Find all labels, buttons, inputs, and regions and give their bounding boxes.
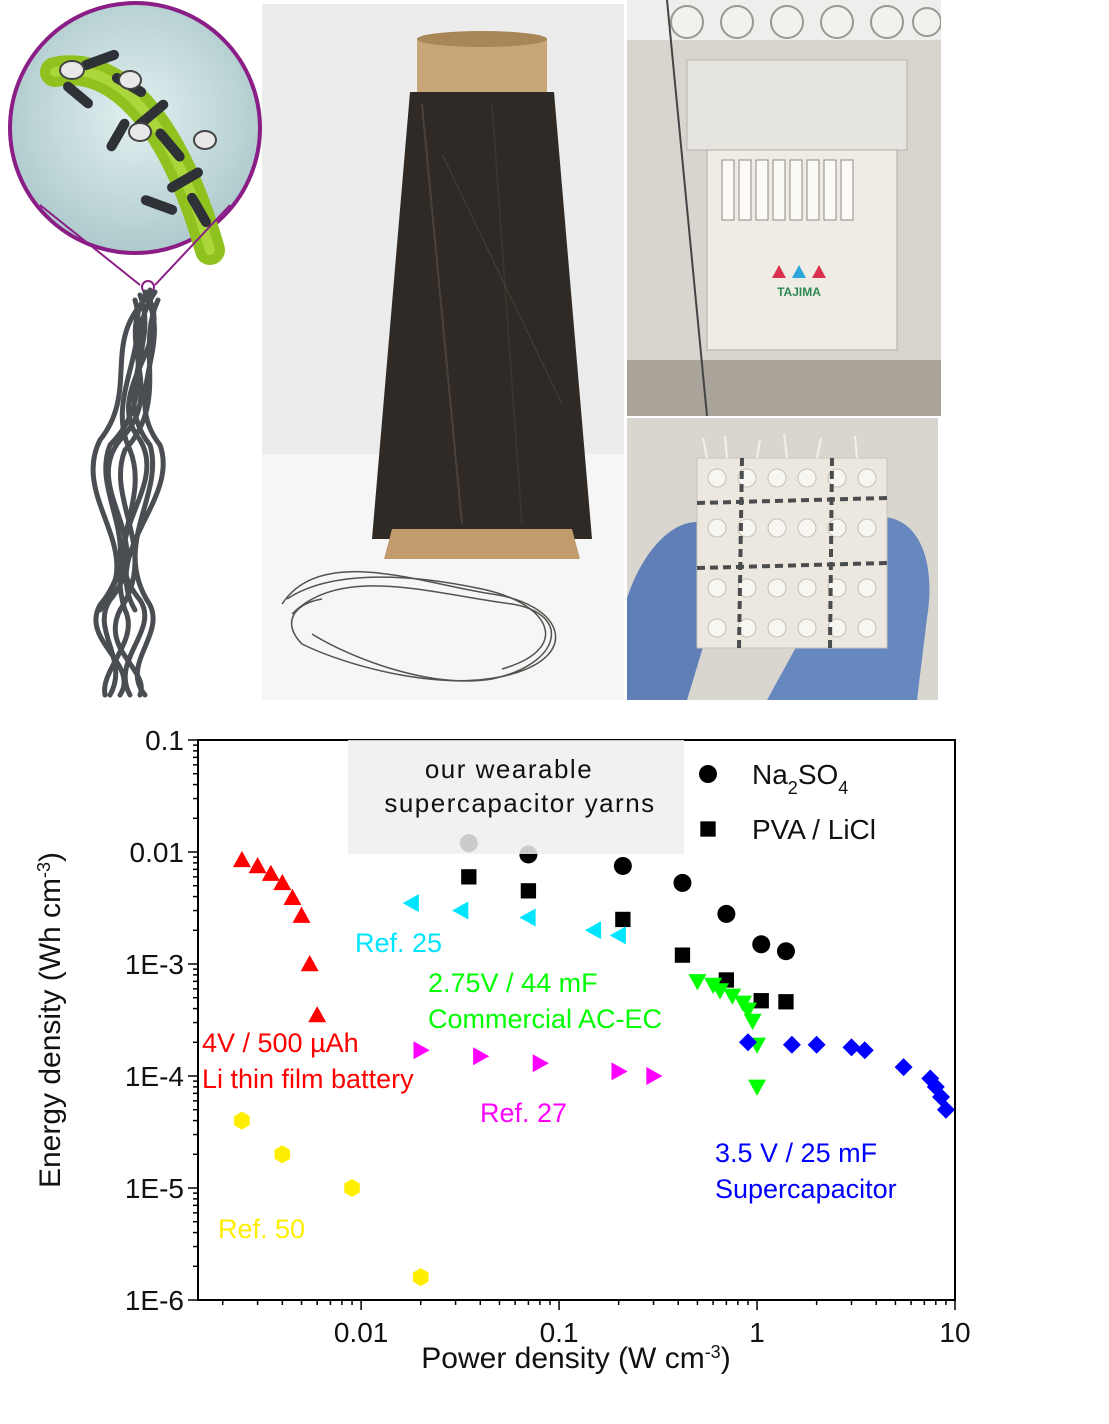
- data-point-hexagon: [274, 1145, 291, 1164]
- data-point-square: [674, 947, 691, 963]
- data-point-hexagon: [234, 1111, 250, 1130]
- data-point-diamond: [894, 1058, 913, 1077]
- data-point-circle: [673, 873, 692, 892]
- x-axis-label-part: -3: [705, 1342, 721, 1362]
- data-point-square: [461, 869, 477, 885]
- x-tick-label: 10: [939, 1317, 970, 1348]
- legend-label-part: 4: [838, 778, 848, 798]
- y-axis-label-part: ): [34, 852, 67, 862]
- woven-textile-image: [627, 418, 938, 700]
- data-point-triangle-up: [273, 873, 292, 891]
- data-point-triangle-right: [473, 1047, 490, 1066]
- legend-label: Na2SO4: [752, 759, 848, 798]
- data-point-diamond: [855, 1041, 874, 1060]
- data-point-triangle-left: [452, 901, 469, 920]
- data-point-triangle-down: [738, 1002, 757, 1019]
- data-point-diamond: [807, 1035, 826, 1054]
- x-tick-label: 0.1: [540, 1317, 579, 1348]
- data-point-triangle-left: [519, 908, 536, 927]
- data-point-triangle-down: [748, 1079, 767, 1096]
- annotation-label: Ref. 27: [480, 1098, 567, 1128]
- legend-box-line-1: our wearable: [425, 754, 593, 784]
- x-tick-label: 1: [749, 1317, 765, 1348]
- legend-box-background: [348, 740, 684, 854]
- data-point-square: [778, 994, 794, 1010]
- data-point-triangle-right: [611, 1062, 628, 1081]
- y-axis-label-part: -3: [34, 862, 54, 878]
- data-point-square: [753, 993, 769, 1009]
- data-point-triangle-up: [232, 850, 251, 868]
- annotation-label: Ref. 50: [218, 1214, 305, 1244]
- data-point-triangle-down: [688, 974, 707, 991]
- data-point-circle: [717, 904, 736, 923]
- tajima-logo: TAJIMA: [777, 285, 821, 299]
- data-point-diamond: [842, 1038, 861, 1057]
- x-axis-label-part: ): [721, 1342, 731, 1375]
- y-tick-label: 0.1: [145, 725, 184, 756]
- yarn-schematic-panel: [0, 0, 262, 700]
- energy-power-chart: 0.01 0.1 1 10 0.1 0.01 1E-3 1E-4 1E-5 1E-6 our we…: [34, 725, 971, 1375]
- data-point-triangle-right: [646, 1067, 663, 1085]
- x-axis-label-part: Power density (W cm: [421, 1342, 704, 1375]
- data-point-triangle-up: [292, 906, 311, 923]
- x-axis-label: Power density (W cm-3): [421, 1342, 730, 1375]
- data-point-triangle-down: [710, 983, 729, 1000]
- data-point-triangle-up: [283, 888, 302, 906]
- annotation-label: 4V / 500 µAh: [202, 1028, 359, 1058]
- data-point-circle: [613, 856, 632, 875]
- legend-label-part: 2: [788, 778, 798, 798]
- embroidery-machine-photo: TAJIMA: [627, 0, 941, 416]
- data-point-triangle-left: [584, 921, 602, 940]
- twisted-yarn-illustration: [8, 1, 262, 698]
- annotation-label: Supercapacitor: [715, 1174, 897, 1204]
- legend-label-part: SO: [798, 759, 838, 790]
- data-point-circle: [776, 942, 795, 961]
- data-point-hexagon: [344, 1179, 360, 1197]
- woven-textile-photo: [627, 418, 938, 700]
- yarn-cone-photo: [262, 4, 624, 700]
- legend-label-part: Na: [752, 759, 788, 790]
- y-tick-label: 1E-4: [125, 1061, 184, 1092]
- y-tick-label: 1E-3: [125, 949, 184, 980]
- data-point-diamond: [936, 1100, 955, 1119]
- data-point-triangle-right: [413, 1041, 430, 1060]
- legend-box-line-2: supercapacitor yarns: [384, 788, 655, 818]
- data-point-diamond: [921, 1069, 940, 1088]
- data-point-triangle-up: [248, 856, 267, 874]
- y-tick-label: 1E-6: [125, 1285, 184, 1316]
- data-point-triangle-down: [743, 1013, 762, 1030]
- legend-label: PVA / LiCl: [752, 814, 876, 845]
- embroidery-machine-image: TAJIMA: [627, 0, 941, 416]
- data-point-hexagon: [412, 1268, 429, 1287]
- y-tick-label: 0.01: [130, 837, 185, 868]
- legend-label-part: PVA / LiCl: [752, 814, 876, 845]
- data-point-triangle-left: [402, 894, 419, 913]
- y-axis-label: Energy density (Wh cm-3): [34, 852, 67, 1188]
- annotation-label: 2.75V / 44 mF: [428, 968, 598, 998]
- y-axis-label-part: Energy density (Wh cm: [34, 878, 67, 1188]
- yarn-cone-image: [262, 4, 624, 700]
- data-point-triangle-down: [723, 988, 742, 1005]
- data-point-triangle-up: [261, 864, 280, 881]
- annotation-label: Commercial AC-EC: [428, 1004, 662, 1034]
- data-point-triangle-right: [532, 1054, 549, 1073]
- annotation-label: Li thin film battery: [202, 1064, 414, 1094]
- data-point-square: [615, 911, 631, 928]
- data-point-diamond: [738, 1033, 757, 1052]
- data-point-circle: [752, 935, 771, 954]
- data-point-triangle-up: [300, 955, 319, 972]
- data-point-diamond: [782, 1035, 801, 1054]
- annotation-label: Ref. 25: [355, 928, 442, 958]
- data-point-diamond: [932, 1087, 951, 1106]
- legend-marker-square: [700, 821, 716, 837]
- data-point-square: [520, 883, 537, 899]
- data-point-triangle-left: [609, 926, 626, 945]
- data-point-triangle-up: [308, 1006, 327, 1023]
- y-tick-label: 1E-5: [125, 1173, 184, 1204]
- legend-marker-circle: [699, 765, 717, 783]
- annotation-label: 3.5 V / 25 mF: [715, 1138, 877, 1168]
- x-tick-label: 0.01: [334, 1317, 389, 1348]
